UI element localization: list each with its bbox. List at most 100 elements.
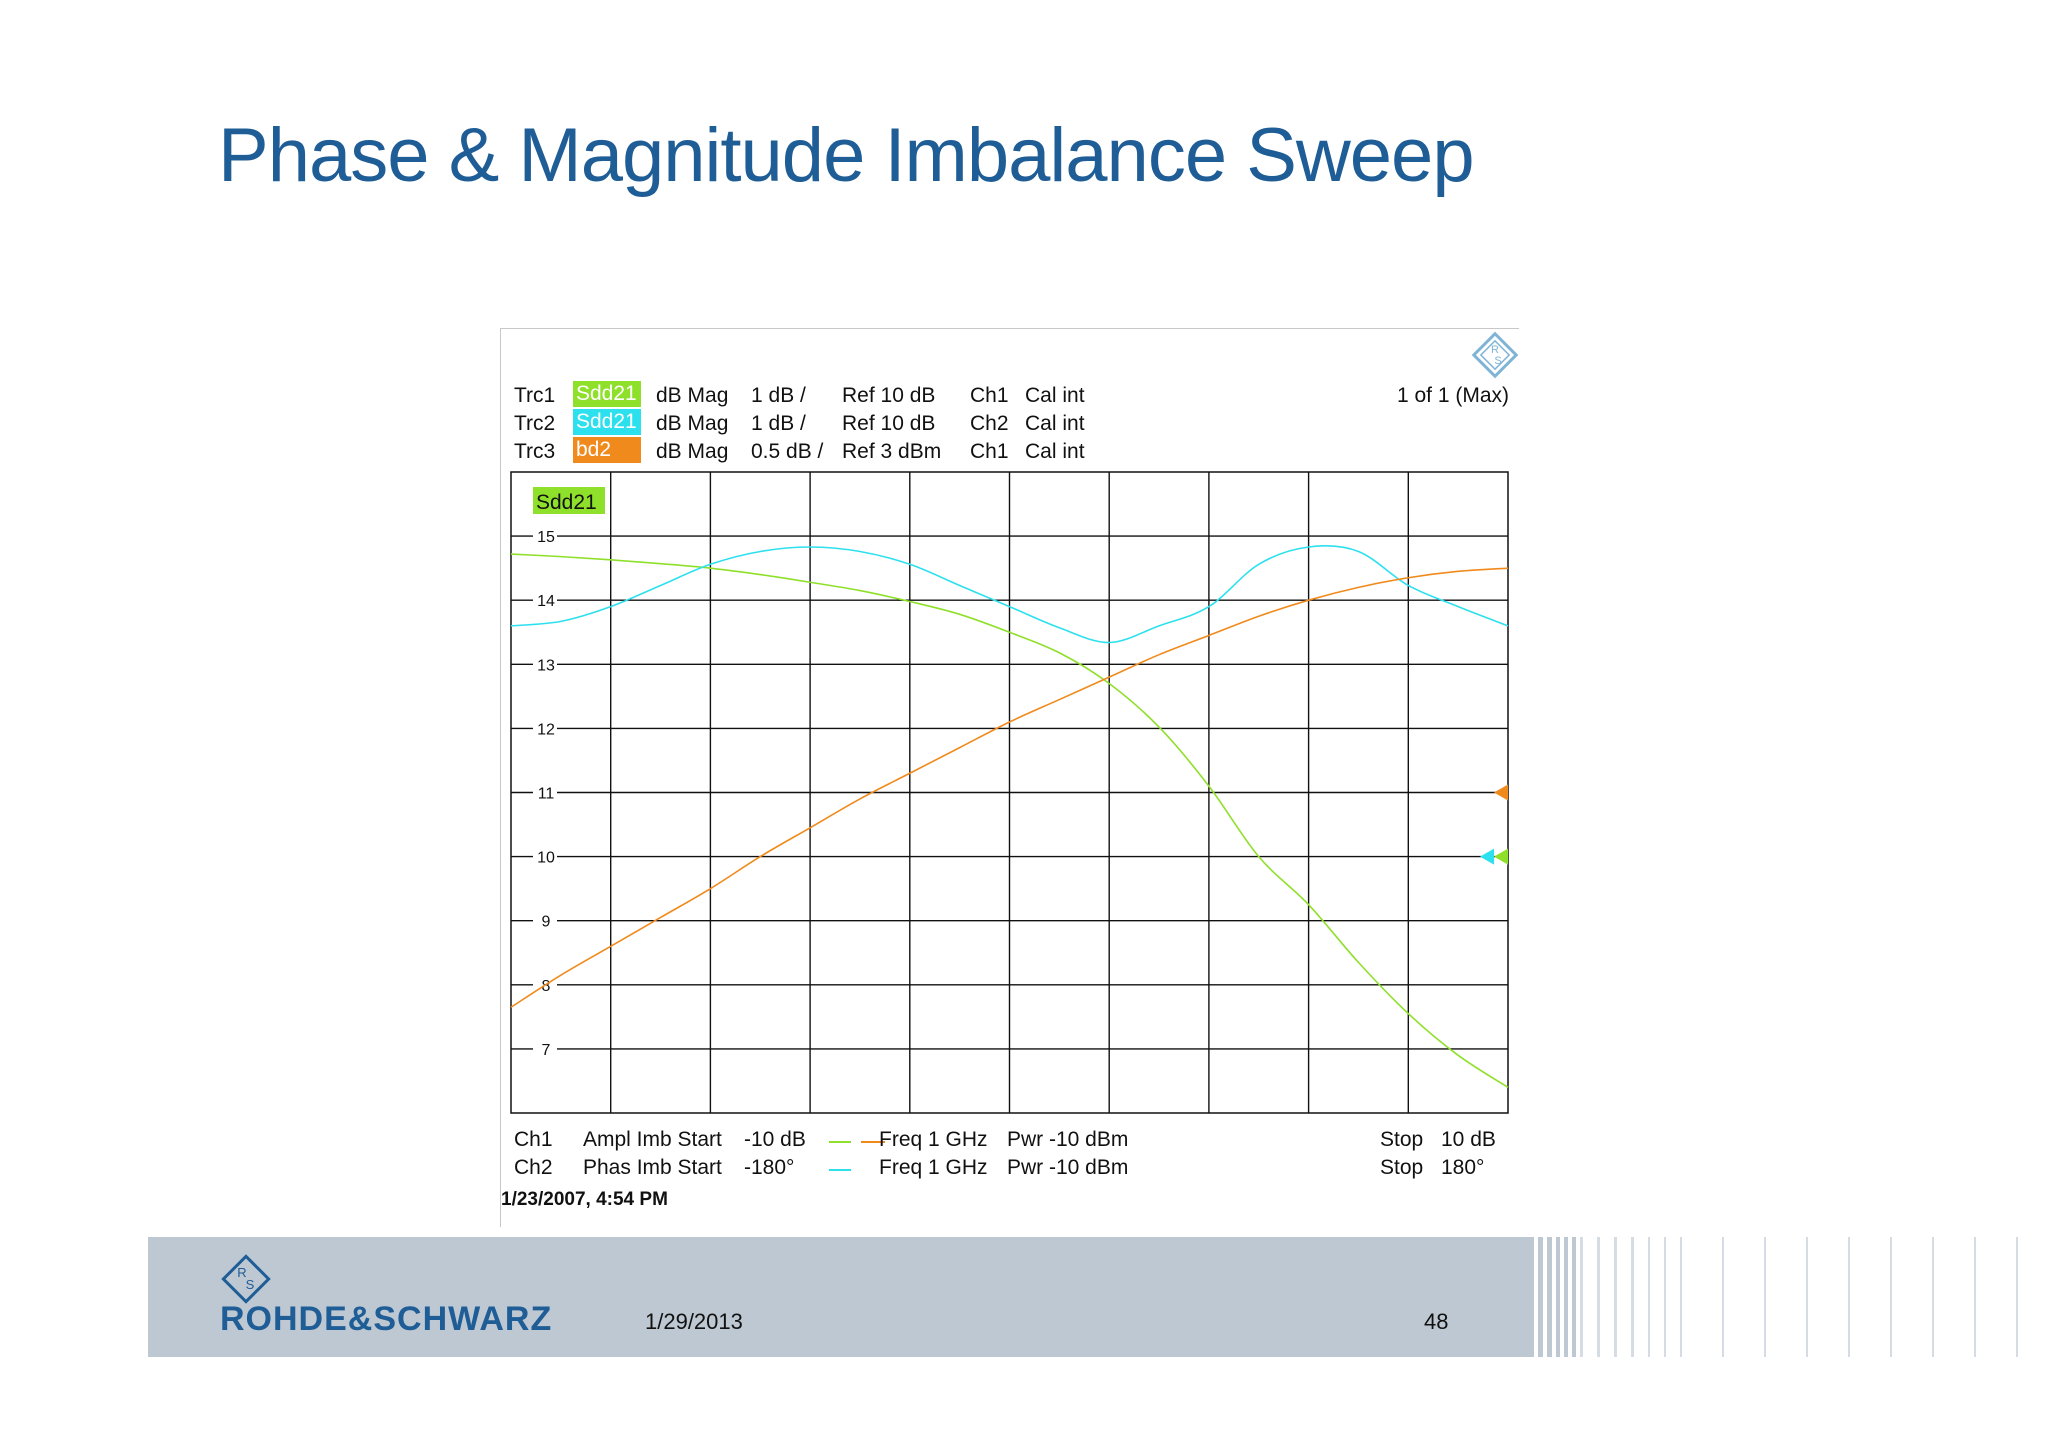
slide-title: Phase & Magnitude Imbalance Sweep <box>218 113 1475 198</box>
footer-stripe <box>1597 1237 1600 1357</box>
trace-name: Trc3 <box>514 440 556 463</box>
trace-ref: Ref 10 dB <box>842 384 936 407</box>
rs-logo-icon: R S <box>1471 331 1519 379</box>
tick-label-bg <box>533 526 557 547</box>
trace-lines <box>510 544 1509 1089</box>
footer-stripe <box>1764 1237 1766 1357</box>
svg-text:S: S <box>246 1277 255 1292</box>
analyzer-screen: R S 1 of 1 (Max) Trc1 Sdd21 dB Mag 1 dB … <box>500 328 1519 1227</box>
y-tick-label: 13 <box>537 657 555 674</box>
page-number: 48 <box>1424 1309 1449 1334</box>
footer-stripe <box>1806 1237 1808 1357</box>
footer-stripe <box>1664 1237 1666 1357</box>
trace-cal: Cal int <box>1025 384 1085 407</box>
footer-stripe <box>1556 1237 1560 1357</box>
tick-label-bg <box>533 590 557 611</box>
active-trace-tag: Sdd21 <box>533 487 605 514</box>
rs-footer-logo-icon: R S <box>221 1254 271 1304</box>
trace-cal: Cal int <box>1025 440 1085 463</box>
trace-legend-swatch <box>829 1141 885 1143</box>
plot-grid <box>510 471 1509 1114</box>
trace-channel: Ch1 <box>970 440 1009 463</box>
trace-format: dB Mag <box>656 412 729 435</box>
trace-name: Trc1 <box>514 384 556 407</box>
trace-ref: Ref 3 dBm <box>842 440 942 463</box>
trace-label-chip: Sdd21 <box>573 381 641 407</box>
trace-ref: Ref 10 dB <box>842 412 936 435</box>
footer-date: 1/29/2013 <box>645 1309 743 1334</box>
footer-stripe <box>1580 1237 1583 1357</box>
trace-scale: 1 dB / <box>751 412 806 435</box>
channel-id: Ch1 <box>514 1128 553 1151</box>
trace-legend-swatch <box>829 1169 851 1171</box>
y-tick-label: 11 <box>538 786 555 803</box>
reference-marker <box>1494 848 1508 865</box>
y-tick-label: 10 <box>537 850 555 867</box>
footer-stripe <box>1614 1237 1617 1357</box>
active-trace-label: Sdd21 <box>536 491 597 514</box>
footer-stripe <box>1648 1237 1650 1357</box>
tick-label-bg <box>533 910 557 931</box>
footer-stripes <box>1528 1237 2018 1357</box>
trace-cal: Cal int <box>1025 412 1085 435</box>
channel-stop-label: Stop <box>1380 1156 1424 1179</box>
y-tick-label: 14 <box>537 593 555 610</box>
channel-stop: 10 dB <box>1441 1128 1496 1151</box>
sweep-plot: 15 14 13 12 11 10 9 8 7 Sdd21 <box>510 471 1509 1114</box>
series-line <box>510 567 1509 1008</box>
y-tick-label: 9 <box>542 914 551 931</box>
series-line <box>510 544 1509 644</box>
footer-stripe <box>1564 1237 1568 1357</box>
tick-label-bg <box>533 1038 557 1059</box>
footer-stripe <box>1680 1237 1682 1357</box>
trace-label-chip: Sdd21 <box>573 409 641 435</box>
footer-stripe <box>1722 1237 1724 1357</box>
footer-stripe <box>1528 1237 1534 1357</box>
channel-sweep: Phas Imb Start <box>583 1156 722 1179</box>
channel-sweep: Ampl Imb Start <box>583 1128 722 1151</box>
y-tick-label: 15 <box>537 529 555 546</box>
channel-stop: 180° <box>1441 1156 1485 1179</box>
channel-freq: Freq 1 GHz <box>879 1156 988 1179</box>
footer-bar <box>148 1237 1528 1357</box>
tick-label-bg <box>533 782 557 803</box>
tick-label-bg <box>533 846 557 867</box>
footer-stripe <box>1974 1237 1976 1357</box>
channel-start: -180° <box>744 1156 795 1179</box>
trace-channel: Ch1 <box>970 384 1009 407</box>
footer-stripe <box>2016 1237 2018 1357</box>
svg-text:R: R <box>1491 344 1499 356</box>
trace-scale: 0.5 dB / <box>751 440 824 463</box>
y-tick-label: 8 <box>542 978 551 995</box>
footer-stripe <box>1848 1237 1850 1357</box>
trace-format: dB Mag <box>656 440 729 463</box>
svg-text:S: S <box>1494 355 1501 367</box>
trace-format: dB Mag <box>656 384 729 407</box>
y-tick-label: 12 <box>537 721 555 738</box>
footer-stripe <box>1932 1237 1934 1357</box>
channel-stop-label: Stop <box>1380 1128 1424 1151</box>
trace-channel: Ch2 <box>970 412 1009 435</box>
reference-markers <box>1480 784 1508 865</box>
channel-power: Pwr -10 dBm <box>1007 1128 1129 1151</box>
page-indicator: 1 of 1 (Max) <box>1396 384 1509 407</box>
trace-scale: 1 dB / <box>751 384 806 407</box>
footer-stripe <box>1890 1237 1892 1357</box>
footer-stripe <box>1631 1237 1634 1357</box>
trace-label-chip: bd2 <box>573 437 641 463</box>
footer-stripe <box>1572 1237 1576 1357</box>
y-axis-ticks: 15 14 13 12 11 10 9 8 7 <box>533 526 557 1059</box>
brand-wordmark: ROHDE&SCHWARZ <box>220 1300 553 1338</box>
trace-name: Trc2 <box>514 412 556 435</box>
footer-stripe <box>1547 1237 1552 1357</box>
channel-power: Pwr -10 dBm <box>1007 1156 1129 1179</box>
y-tick-label: 7 <box>542 1042 551 1059</box>
capture-timestamp: 1/23/2007, 4:54 PM <box>501 1189 668 1210</box>
series-line <box>510 553 1509 1089</box>
footer-stripe <box>1538 1237 1543 1357</box>
reference-marker <box>1480 848 1494 865</box>
channel-id: Ch2 <box>514 1156 553 1179</box>
channel-freq: Freq 1 GHz <box>879 1128 988 1151</box>
tick-label-bg <box>533 654 557 675</box>
tick-label-bg <box>533 718 557 739</box>
